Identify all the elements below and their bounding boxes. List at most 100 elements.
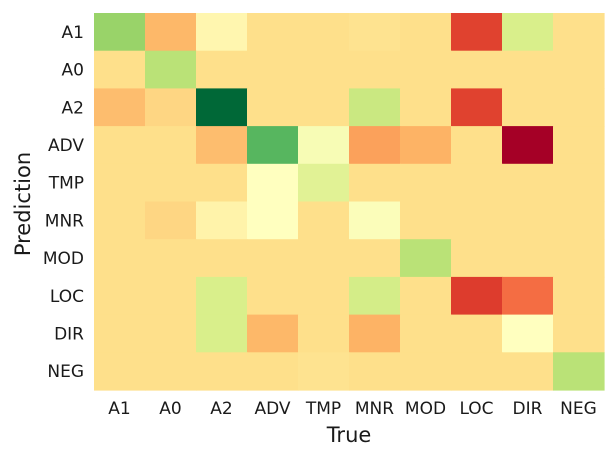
heatmap-cell-a1-tmp xyxy=(298,13,350,52)
heatmap-cell-a2-adv xyxy=(247,88,299,127)
x-tick-dir: DIR xyxy=(513,399,543,419)
heatmap-cell-a0-a1 xyxy=(94,50,146,89)
heatmap-cell-a1-mnr xyxy=(349,13,401,52)
y-tick-loc: LOC xyxy=(50,287,84,307)
heatmap-cell-mod-adv xyxy=(247,239,299,278)
heatmap-cell-a2-a0 xyxy=(145,88,197,127)
heatmap-cell-dir-loc xyxy=(451,314,503,353)
heatmap-cell-loc-dir xyxy=(502,276,554,316)
heatmap-cell-a1-mod xyxy=(400,13,452,52)
x-tick-mod: MOD xyxy=(405,399,446,419)
heatmap-cell-dir-tmp xyxy=(298,314,350,353)
heatmap-cells xyxy=(94,13,605,391)
heatmap-cell-loc-a2 xyxy=(196,276,248,316)
y-tick-a1: A1 xyxy=(62,23,84,43)
heatmap-cell-mnr-neg xyxy=(553,201,605,240)
heatmap-cell-a1-dir xyxy=(502,13,554,52)
heatmap-cell-loc-loc xyxy=(451,276,503,316)
heatmap-cell-tmp-a2 xyxy=(196,163,248,203)
y-tick-tmp: TMP xyxy=(48,174,84,194)
heatmap-cell-mod-a2 xyxy=(196,239,248,278)
heatmap-cell-mnr-mnr xyxy=(349,201,401,240)
heatmap-cell-adv-tmp xyxy=(298,126,350,165)
heatmap-cell-neg-dir xyxy=(502,352,554,391)
heatmap-cell-a1-adv xyxy=(247,13,299,52)
heatmap-cell-loc-a0 xyxy=(145,276,197,316)
heatmap-cell-a0-tmp xyxy=(298,50,350,89)
heatmap-cell-dir-a1 xyxy=(94,314,146,353)
heatmap-cell-adv-mnr xyxy=(349,126,401,165)
heatmap-cell-a2-neg xyxy=(553,88,605,127)
y-tick-adv: ADV xyxy=(48,136,84,156)
heatmap-cell-loc-a1 xyxy=(94,276,146,316)
x-tick-tmp: TMP xyxy=(305,399,341,419)
heatmap-cell-neg-mnr xyxy=(349,352,401,391)
heatmap-cell-mnr-dir xyxy=(502,201,554,240)
heatmap-cell-adv-a0 xyxy=(145,126,197,165)
heatmap-cell-tmp-dir xyxy=(502,163,554,203)
heatmap-cell-adv-adv xyxy=(247,126,299,165)
y-tick-neg: NEG xyxy=(47,362,84,382)
heatmap-cell-dir-mod xyxy=(400,314,452,353)
heatmap-cell-a0-mod xyxy=(400,50,452,89)
heatmap-cell-a1-loc xyxy=(451,13,503,52)
heatmap-cell-tmp-adv xyxy=(247,163,299,203)
heatmap-cell-dir-neg xyxy=(553,314,605,353)
heatmap-cell-adv-neg xyxy=(553,126,605,165)
heatmap-cell-neg-loc xyxy=(451,352,503,391)
y-tick-mod: MOD xyxy=(43,249,84,269)
heatmap-cell-a0-a2 xyxy=(196,50,248,89)
heatmap-cell-adv-mod xyxy=(400,126,452,165)
heatmap-cell-a0-a0 xyxy=(145,50,197,89)
heatmap-cell-tmp-a0 xyxy=(145,163,197,203)
y-tick-dir: DIR xyxy=(54,324,84,344)
heatmap-cell-dir-a2 xyxy=(196,314,248,353)
heatmap-cell-dir-dir xyxy=(502,314,554,353)
heatmap-cell-a0-mnr xyxy=(349,50,401,89)
heatmap-cell-loc-mod xyxy=(400,276,452,316)
heatmap-cell-a0-neg xyxy=(553,50,605,89)
heatmap-cell-a1-a2 xyxy=(196,13,248,52)
x-tick-adv: ADV xyxy=(254,399,290,419)
heatmap-cell-mod-a0 xyxy=(145,239,197,278)
heatmap-cell-mod-dir xyxy=(502,239,554,278)
heatmap-cell-neg-a0 xyxy=(145,352,197,391)
x-tick-neg: NEG xyxy=(560,399,597,419)
x-tick-a0: A0 xyxy=(159,399,181,419)
heatmap-cell-neg-adv xyxy=(247,352,299,391)
heatmap-cell-mod-a1 xyxy=(94,239,146,278)
x-tick-labels: A1 A0 A2 ADV TMP MNR MOD LOC DIR NEG xyxy=(108,399,597,419)
x-tick-a2: A2 xyxy=(210,399,232,419)
heatmap-cell-tmp-loc xyxy=(451,163,503,203)
y-axis-label: Prediction xyxy=(11,152,35,256)
heatmap-cell-mod-neg xyxy=(553,239,605,278)
heatmap-cell-mnr-tmp xyxy=(298,201,350,240)
heatmap-cell-mod-mod xyxy=(400,239,452,278)
heatmap-cell-a2-loc xyxy=(451,88,503,127)
heatmap-cell-mod-mnr xyxy=(349,239,401,278)
heatmap-cell-a1-neg xyxy=(553,13,605,52)
y-tick-a2: A2 xyxy=(62,98,84,118)
heatmap-cell-a1-a1 xyxy=(94,13,146,52)
heatmap-cell-loc-tmp xyxy=(298,276,350,316)
heatmap-cell-a0-adv xyxy=(247,50,299,89)
x-tick-mnr: MNR xyxy=(355,399,394,419)
y-tick-mnr: MNR xyxy=(45,211,84,231)
heatmap-cell-loc-neg xyxy=(553,276,605,316)
y-tick-labels: A1 A0 A2 ADV TMP MNR MOD LOC DIR NEG xyxy=(43,23,84,382)
heatmap-cell-a2-a1 xyxy=(94,88,146,127)
heatmap-cell-loc-mnr xyxy=(349,276,401,316)
heatmap-cell-dir-adv xyxy=(247,314,299,353)
heatmap-cell-a1-a0 xyxy=(145,13,197,52)
heatmap-cell-tmp-tmp xyxy=(298,163,350,203)
heatmap-cell-mnr-a2 xyxy=(196,201,248,240)
heatmap-cell-neg-mod xyxy=(400,352,452,391)
x-axis-label: True xyxy=(326,423,372,447)
heatmap-cell-a0-dir xyxy=(502,50,554,89)
heatmap-cell-a2-a2 xyxy=(196,88,248,127)
heatmap-cell-mnr-a1 xyxy=(94,201,146,240)
heatmap-cell-a2-tmp xyxy=(298,88,350,127)
heatmap-cell-mnr-adv xyxy=(247,201,299,240)
heatmap-cell-adv-loc xyxy=(451,126,503,165)
